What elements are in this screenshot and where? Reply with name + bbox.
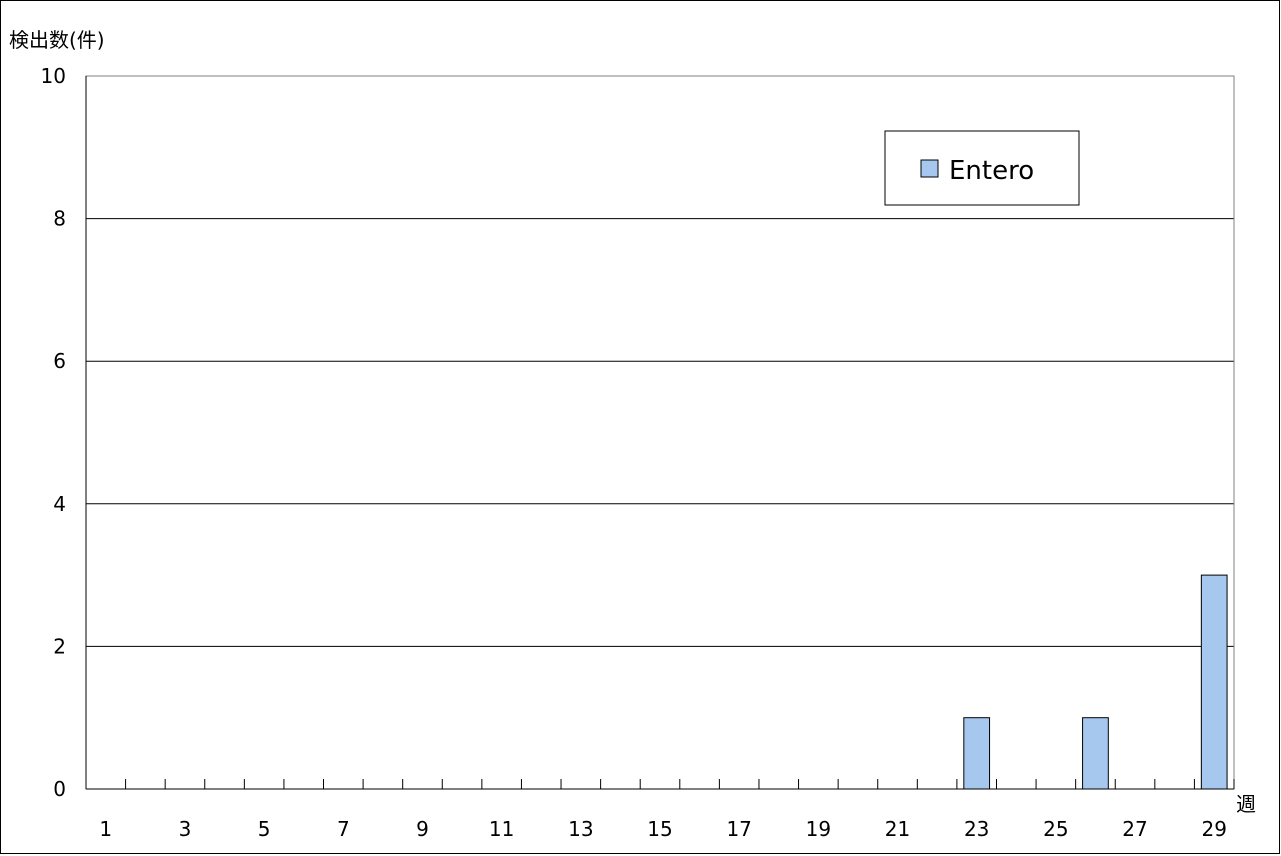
axes	[85, 76, 1235, 790]
bar	[963, 717, 991, 790]
y-tick-label: 4	[53, 492, 66, 516]
x-tick-label: 29	[1201, 817, 1226, 841]
x-tick-label: 13	[568, 817, 593, 841]
x-tick-label: 1	[99, 817, 112, 841]
x-tick-label: 17	[726, 817, 751, 841]
x-axis-title: 週	[1236, 792, 1256, 816]
x-tick-labels: 1 3 5 7 9 11 13 15 17 19 21 23 25 27 29	[99, 817, 1227, 841]
x-tick-label: 7	[337, 817, 350, 841]
bar	[1200, 574, 1228, 790]
grid-lines	[86, 218, 1234, 647]
x-tick-label: 21	[885, 817, 910, 841]
legend: Entero	[884, 130, 1080, 206]
x-tick-label: 23	[964, 817, 989, 841]
legend-box	[884, 130, 1080, 206]
x-tick-label: 5	[258, 817, 271, 841]
y-tick-labels: 0 2 4 6 8 10	[41, 64, 66, 801]
y-tick-label: 10	[41, 64, 66, 88]
y-tick-label: 6	[53, 349, 66, 373]
x-tick-label: 15	[647, 817, 672, 841]
x-tick-label: 9	[416, 817, 429, 841]
x-tick-label: 3	[179, 817, 192, 841]
legend-label: Entero	[949, 156, 1034, 186]
x-tick-label: 19	[806, 817, 831, 841]
y-tick-label: 0	[53, 777, 66, 801]
bar	[1082, 717, 1109, 790]
x-tick-label: 25	[1043, 817, 1068, 841]
legend-swatch	[920, 159, 939, 178]
y-tick-label: 8	[53, 207, 66, 231]
y-tick-label: 2	[53, 634, 66, 658]
bars	[963, 574, 1228, 790]
x-tick-label: 27	[1122, 817, 1147, 841]
x-tick-label: 11	[489, 817, 514, 841]
y-axis-title: 検出数(件)	[9, 28, 105, 52]
